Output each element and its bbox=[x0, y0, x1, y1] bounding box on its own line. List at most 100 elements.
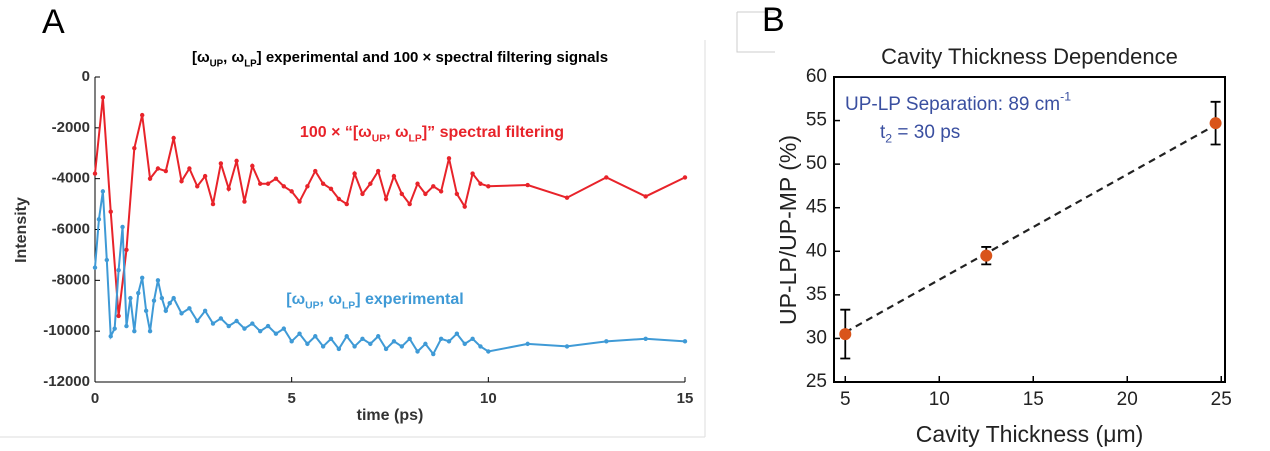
y-tick-label: -10000 bbox=[43, 322, 90, 339]
data-point bbox=[604, 339, 609, 344]
data-point bbox=[289, 339, 294, 344]
data-point bbox=[682, 175, 688, 180]
data-point bbox=[305, 341, 310, 347]
chart-title-part: ] experimental and 100 × spectral filter… bbox=[257, 49, 608, 66]
data-point bbox=[407, 201, 412, 207]
data-point bbox=[438, 189, 444, 194]
data-point bbox=[108, 209, 113, 214]
data-point bbox=[297, 331, 302, 336]
data-point bbox=[147, 328, 153, 334]
series-label-part: UP bbox=[305, 300, 320, 311]
data-point bbox=[336, 196, 342, 202]
data-point bbox=[179, 311, 184, 316]
data-point bbox=[328, 186, 334, 192]
data-point bbox=[281, 326, 286, 331]
panel-frame bbox=[736, 11, 775, 53]
data-point bbox=[234, 318, 239, 324]
annotation-part: = 30 ps bbox=[892, 122, 960, 143]
data-point bbox=[163, 168, 168, 174]
data-point bbox=[486, 184, 491, 189]
data-point bbox=[470, 336, 475, 341]
data-point bbox=[234, 158, 239, 164]
data-point bbox=[423, 191, 428, 197]
data-point bbox=[171, 135, 176, 141]
data-point bbox=[112, 326, 117, 331]
annotation-part: UP-LP Separation: 89 cm bbox=[845, 94, 1060, 115]
data-point bbox=[525, 182, 530, 188]
data-point bbox=[143, 308, 149, 314]
data-point bbox=[376, 168, 381, 174]
data-point bbox=[478, 344, 483, 349]
chart-title-part: UP bbox=[210, 58, 224, 69]
data-point bbox=[980, 249, 993, 262]
x-tick-label: 15 bbox=[1023, 389, 1044, 410]
data-point bbox=[454, 331, 460, 336]
x-tick-label: 0 bbox=[91, 390, 99, 407]
data-point bbox=[462, 341, 467, 347]
y-axis-label: Intensity bbox=[13, 197, 30, 263]
y-tick-label: 55 bbox=[806, 110, 827, 131]
data-point bbox=[281, 184, 286, 189]
panel-label: A bbox=[42, 3, 65, 41]
data-point bbox=[155, 166, 161, 171]
data-point bbox=[352, 344, 357, 349]
y-tick-label: -6000 bbox=[52, 220, 90, 237]
data-point bbox=[258, 181, 263, 186]
data-point bbox=[218, 316, 224, 321]
data-point bbox=[604, 175, 609, 180]
data-point bbox=[643, 336, 648, 341]
data-point bbox=[140, 275, 145, 280]
data-point bbox=[265, 181, 271, 186]
data-point bbox=[446, 339, 452, 344]
series-label-part: ] experimental bbox=[355, 291, 463, 308]
series-label-part: , ω bbox=[320, 291, 342, 308]
data-point bbox=[124, 323, 129, 329]
data-point bbox=[187, 306, 192, 311]
data-point bbox=[147, 176, 153, 181]
panel-label: B bbox=[762, 1, 785, 39]
data-point bbox=[159, 295, 165, 301]
data-point bbox=[289, 189, 294, 194]
data-point bbox=[344, 201, 349, 207]
series-label-part: ]” spectral filtering bbox=[422, 124, 564, 141]
x-tick-label: 25 bbox=[1211, 389, 1232, 410]
series-line bbox=[94, 97, 686, 317]
data-point bbox=[250, 163, 255, 169]
data-point bbox=[250, 321, 255, 326]
x-tick-label: 5 bbox=[840, 389, 851, 410]
y-tick-label: -4000 bbox=[52, 170, 90, 187]
series-label-part: UP bbox=[372, 133, 387, 144]
data-point bbox=[265, 323, 271, 329]
data-point bbox=[273, 176, 279, 181]
y-tick-label: 30 bbox=[806, 327, 827, 348]
data-point bbox=[242, 326, 247, 331]
data-point bbox=[376, 334, 381, 339]
y-tick-label: 35 bbox=[806, 284, 827, 305]
y-tick-label: 0 bbox=[82, 68, 90, 85]
data-point bbox=[116, 267, 121, 273]
data-point bbox=[313, 334, 318, 339]
data-point bbox=[187, 166, 192, 171]
x-tick-label: 10 bbox=[929, 389, 950, 410]
y-tick-label: -12000 bbox=[43, 373, 90, 390]
annotation-part: 2 bbox=[885, 132, 892, 146]
data-point bbox=[643, 194, 648, 199]
data-point bbox=[179, 179, 184, 184]
chart-title: Cavity Thickness Dependence bbox=[881, 44, 1178, 69]
data-point bbox=[438, 336, 444, 341]
data-point bbox=[391, 339, 397, 344]
data-point bbox=[297, 199, 302, 204]
series-label: 100 × “[ωUP, ωLP]” spectral filtering bbox=[300, 124, 564, 144]
fit-line bbox=[844, 123, 1217, 334]
data-point bbox=[96, 217, 102, 222]
chart-title-part: LP bbox=[244, 58, 257, 69]
data-point bbox=[210, 201, 216, 207]
series-label-part: LP bbox=[342, 300, 355, 311]
data-point bbox=[202, 173, 208, 179]
series-label-part: , ω bbox=[386, 124, 408, 141]
x-tick-label: 5 bbox=[287, 390, 295, 407]
data-point bbox=[132, 328, 137, 334]
data-point bbox=[391, 173, 397, 179]
annotation-part: -1 bbox=[1060, 90, 1071, 104]
data-point bbox=[383, 196, 389, 202]
